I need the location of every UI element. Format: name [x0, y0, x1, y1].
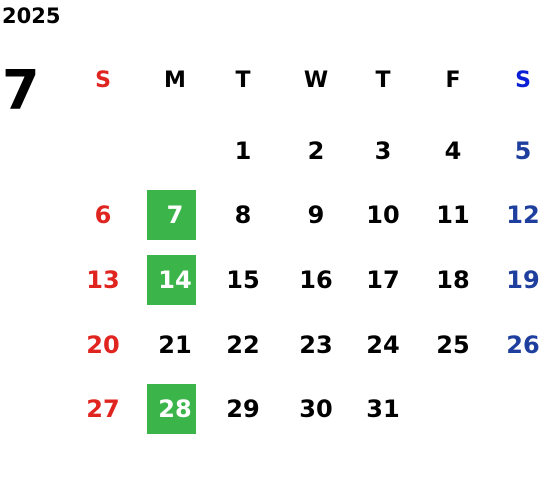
day: 27 — [86, 395, 119, 423]
day: 18 — [436, 266, 469, 294]
weekday-header: T — [235, 68, 250, 93]
day: 16 — [299, 266, 332, 294]
day: 31 — [366, 395, 399, 423]
day: 21 — [158, 331, 191, 359]
weekday-header: S — [515, 68, 531, 93]
day: 30 — [299, 395, 332, 423]
year: 2025 — [2, 4, 60, 28]
day: 29 — [226, 395, 259, 423]
day: 10 — [366, 201, 399, 229]
day: 12 — [506, 201, 539, 229]
day: 3 — [375, 137, 392, 165]
day: 24 — [366, 331, 399, 359]
day: 4 — [445, 137, 462, 165]
weekday-header: W — [304, 68, 328, 93]
day: 19 — [506, 266, 539, 294]
weekday-header: F — [445, 68, 460, 93]
day-highlight — [147, 384, 196, 434]
day: 11 — [436, 201, 469, 229]
day: 26 — [506, 331, 539, 359]
day: 13 — [86, 266, 119, 294]
day: 5 — [515, 137, 532, 165]
day: 17 — [366, 266, 399, 294]
day: 1 — [235, 137, 252, 165]
day: 7 — [167, 201, 184, 229]
day: 14 — [158, 266, 191, 294]
day: 9 — [308, 201, 325, 229]
day: 8 — [235, 201, 252, 229]
day-highlight — [147, 190, 196, 240]
day: 23 — [299, 331, 332, 359]
day: 20 — [86, 331, 119, 359]
month: 7 — [2, 59, 40, 122]
weekday-header: S — [95, 68, 111, 93]
day: 28 — [158, 395, 191, 423]
day: 6 — [95, 201, 112, 229]
weekday-header: T — [375, 68, 390, 93]
day: 25 — [436, 331, 469, 359]
day: 22 — [226, 331, 259, 359]
weekday-header: M — [164, 68, 186, 93]
day: 15 — [226, 266, 259, 294]
day: 2 — [308, 137, 325, 165]
day-highlight — [147, 255, 196, 305]
